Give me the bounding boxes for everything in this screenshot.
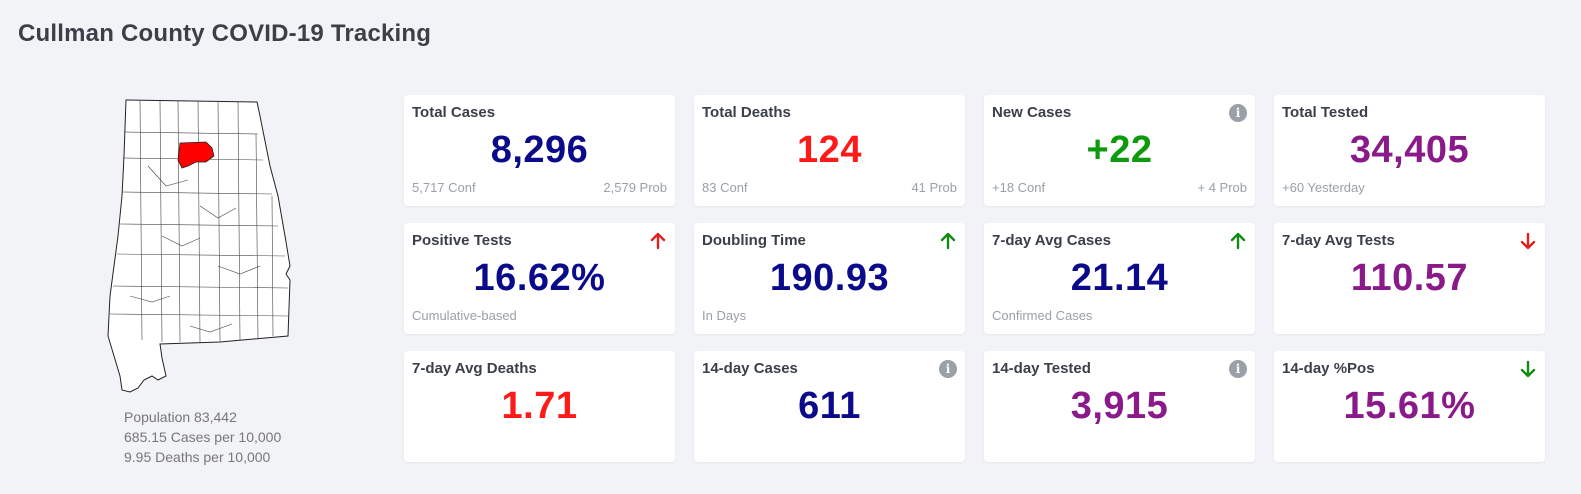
arrow-up-icon — [649, 232, 667, 250]
card-title: 7-day Avg Deaths — [412, 360, 537, 377]
arrow-up-icon — [1229, 232, 1247, 250]
arrow-down-icon — [1519, 232, 1537, 250]
card-title: 14-day %Pos — [1282, 360, 1375, 377]
card-value: 1.71 — [501, 385, 578, 427]
card-value: 15.61% — [1343, 385, 1476, 427]
alabama-county-map[interactable] — [100, 96, 300, 396]
deaths-per-10k-text: 9.95 Deaths per 10,000 — [124, 449, 271, 465]
cullman-county — [177, 141, 215, 169]
card-7day-avg-deaths: 7-day Avg Deaths 1.71 — [404, 351, 675, 462]
card-new-cases: New Cases i +22 +18 Conf + 4 Prob — [984, 95, 1255, 206]
card-value: 21.14 — [1070, 257, 1169, 299]
card-14day-tested: 14-day Tested i 3,915 — [984, 351, 1255, 462]
card-title: 7-day Avg Tests — [1282, 232, 1395, 249]
population-text: Population 83,442 — [124, 409, 237, 425]
card-sub-left: Confirmed Cases — [992, 308, 1093, 323]
arrow-down-icon — [1519, 360, 1537, 378]
cases-per-10k-text: 685.15 Cases per 10,000 — [124, 429, 282, 445]
card-sub-left: Cumulative-based — [412, 308, 517, 323]
card-title: 14-day Tested — [992, 360, 1091, 377]
card-title: 7-day Avg Cases — [992, 232, 1111, 249]
arrow-up-icon — [939, 232, 957, 250]
card-title: Doubling Time — [702, 232, 806, 249]
card-sub-left: +18 Conf — [992, 180, 1046, 195]
card-sub-left: In Days — [702, 308, 747, 323]
stat-card-grid: Total Cases 8,296 5,717 Conf 2,579 Prob … — [404, 95, 1545, 462]
card-value: 16.62% — [473, 257, 606, 299]
card-sub-left: 83 Conf — [702, 180, 748, 195]
card-value: 8,296 — [490, 129, 589, 171]
card-title: Total Tested — [1282, 104, 1369, 121]
card-title: Total Cases — [412, 104, 496, 121]
card-value: 611 — [798, 385, 861, 427]
card-doubling-time: Doubling Time 190.93 In Days — [694, 223, 965, 334]
card-value: 190.93 — [769, 257, 890, 299]
card-value: +22 — [1086, 129, 1153, 171]
card-14day-pos: 14-day %Pos 15.61% — [1274, 351, 1545, 462]
card-sub-right: 2,579 Prob — [603, 180, 667, 195]
card-value: 110.57 — [1350, 257, 1469, 299]
card-total-cases: Total Cases 8,296 5,717 Conf 2,579 Prob — [404, 95, 675, 206]
card-14day-cases: 14-day Cases i 611 — [694, 351, 965, 462]
card-title: New Cases — [992, 104, 1072, 121]
card-sub-left: 5,717 Conf — [412, 180, 476, 195]
card-sub-left: +60 Yesterday — [1282, 180, 1365, 195]
card-title: 14-day Cases — [702, 360, 798, 377]
card-value: 3,915 — [1070, 385, 1169, 427]
card-positive-tests: Positive Tests 16.62% Cumulative-based — [404, 223, 675, 334]
county-stats: Population 83,442 685.15 Cases per 10,00… — [124, 407, 281, 467]
page-title: Cullman County COVID-19 Tracking — [18, 20, 432, 47]
card-7day-avg-tests: 7-day Avg Tests 110.57 — [1274, 223, 1545, 334]
card-title: Total Deaths — [702, 104, 791, 121]
card-total-tested: Total Tested 34,405 +60 Yesterday — [1274, 95, 1545, 206]
card-total-deaths: Total Deaths 124 83 Conf 41 Prob — [694, 95, 965, 206]
card-7day-avg-cases: 7-day Avg Cases 21.14 Confirmed Cases — [984, 223, 1255, 334]
card-value: 124 — [797, 129, 862, 171]
card-sub-right: + 4 Prob — [1197, 180, 1247, 195]
card-title: Positive Tests — [412, 232, 512, 249]
info-icon[interactable]: i — [1229, 104, 1247, 122]
card-value: 34,405 — [1349, 129, 1470, 171]
card-sub-right: 41 Prob — [911, 180, 957, 195]
info-icon[interactable]: i — [939, 360, 957, 378]
info-icon[interactable]: i — [1229, 360, 1247, 378]
